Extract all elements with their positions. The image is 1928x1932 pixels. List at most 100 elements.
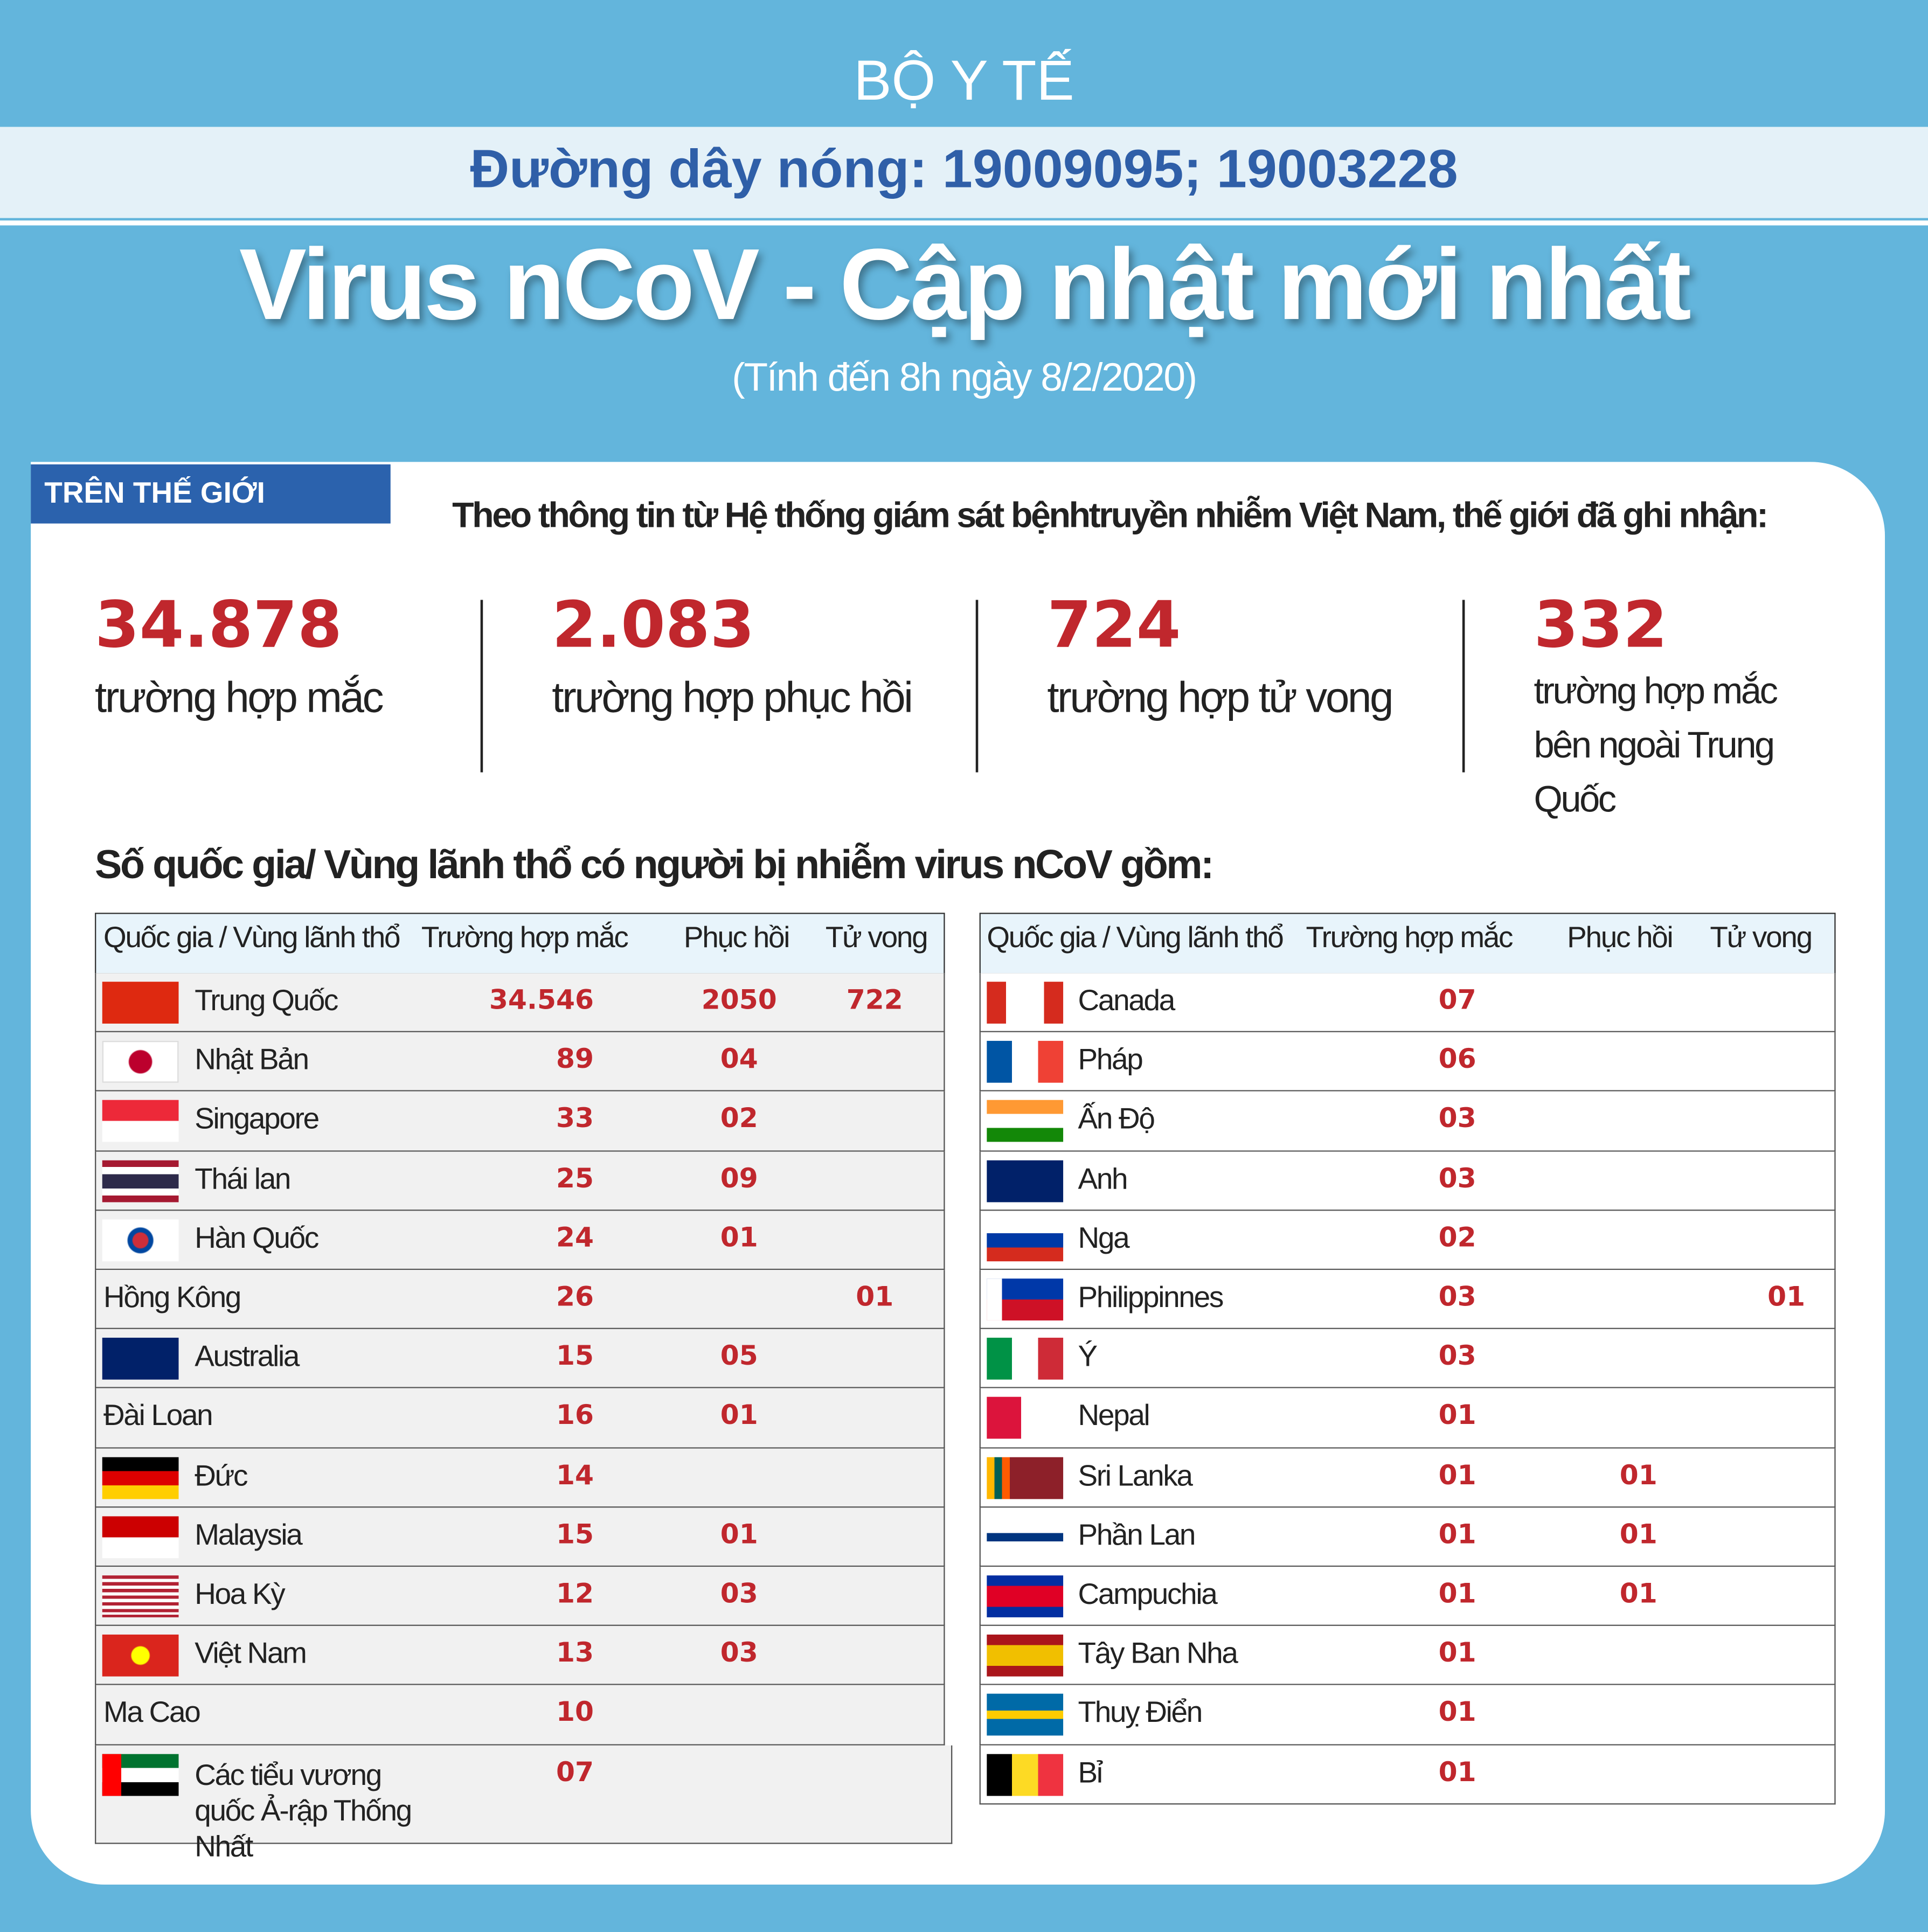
country-name: Sri Lanka [1078, 1459, 1194, 1493]
table-row [95, 1151, 945, 1211]
country-name: Thái lan [195, 1162, 291, 1196]
ministry: BỘ Y TẾ [854, 48, 1074, 113]
table-row [979, 973, 1836, 1033]
country-name: Ma Cao [103, 1697, 201, 1730]
cell-number: 03 [1438, 1342, 1476, 1373]
table-row [979, 1092, 1836, 1151]
stat-label: trường hợp tử vong [1047, 673, 1393, 722]
flag [987, 1278, 1064, 1321]
stat-divider [1462, 600, 1465, 773]
country-name: Bỉ [1078, 1756, 1104, 1790]
column-header: Phục hồi [1567, 921, 1674, 955]
table-row [95, 1329, 945, 1389]
flag [102, 1100, 179, 1143]
table-row [979, 1210, 1836, 1270]
country-name: Tây Ban Nha [1078, 1637, 1238, 1671]
table-row [95, 1388, 945, 1448]
cell-number: 34.546 [489, 985, 594, 1017]
intro: Theo thông tin từ Hệ thống giám sát bệnh… [452, 496, 1769, 536]
column-header: Phục hồi [683, 921, 790, 955]
cell-number: 01 [1438, 1638, 1476, 1670]
country-name: Nga [1078, 1221, 1130, 1255]
column-header: Trường hợp mắc [1306, 921, 1513, 955]
cell-number: 01 [1619, 1460, 1657, 1491]
country-name: Nepal [1078, 1400, 1150, 1433]
country-name: Philippinnes [1078, 1281, 1224, 1315]
country-name: Phần Lan [1078, 1518, 1196, 1552]
country-name: Ý [1078, 1340, 1098, 1374]
cell-number: 01 [1438, 1401, 1476, 1432]
table-row [979, 1507, 1836, 1567]
country-name: Singapore [195, 1103, 320, 1136]
table-row [95, 1507, 945, 1567]
country-name: Canada [1078, 984, 1176, 1018]
cell-number: 16 [556, 1401, 594, 1432]
subtitle: (Tính đến 8h ngày 8/2/2020) [732, 355, 1197, 399]
cell-number: 02 [1438, 1222, 1476, 1254]
column-header: Tử vong [825, 921, 928, 955]
flag [987, 1753, 1064, 1796]
cell-number: 03 [1438, 1104, 1476, 1135]
table-row [95, 1745, 953, 1844]
cell-number: 07 [1438, 985, 1476, 1017]
stat-divider [480, 600, 483, 773]
cell-number: 01 [720, 1222, 758, 1254]
flag [987, 1694, 1064, 1736]
country-name: Hoa Kỳ [195, 1577, 285, 1611]
country-name: Các tiểu vương quốc Ả-rập Thống Nhất [195, 1758, 412, 1864]
cell-number: 25 [556, 1163, 594, 1194]
cell-number: 01 [1438, 1519, 1476, 1551]
flag [102, 1159, 179, 1202]
flag [987, 1159, 1064, 1202]
cell-number: 15 [556, 1342, 594, 1373]
cell-number: 722 [846, 985, 903, 1017]
country-name: Pháp [1078, 1043, 1143, 1077]
divider [0, 220, 1928, 226]
stat-value: 34.878 [95, 588, 342, 663]
flag [987, 1635, 1064, 1677]
cell-number: 24 [556, 1222, 594, 1254]
cell-number: 07 [556, 1757, 594, 1788]
flag [987, 982, 1064, 1024]
flag [987, 1516, 1064, 1558]
cell-number: 10 [556, 1698, 594, 1729]
table-row [979, 1032, 1836, 1092]
column-header: Trường hợp mắc [421, 921, 629, 955]
stat-value: 724 [1047, 588, 1181, 663]
stat-label: trường hợp phục hồi [552, 673, 913, 722]
cell-number: 03 [1438, 1163, 1476, 1194]
cell-number: 01 [1438, 1579, 1476, 1610]
cell-number: 89 [556, 1045, 594, 1076]
column-header: Tử vong [1710, 921, 1813, 955]
flag [102, 1575, 179, 1617]
flag [102, 1219, 179, 1261]
column-header: Quốc gia / Vùng lãnh thổ [987, 921, 1284, 955]
hotline: Đường dây nóng: 19009095; 19003228 [470, 139, 1458, 200]
cell-number: 03 [720, 1638, 758, 1670]
country-name: Đài Loan [103, 1400, 213, 1433]
flag [987, 1456, 1064, 1499]
cell-number: 2050 [701, 985, 777, 1017]
cell-number: 06 [1438, 1045, 1476, 1076]
flag [102, 1516, 179, 1558]
cell-number: 01 [856, 1282, 894, 1314]
table-row [979, 1388, 1836, 1448]
stat-label: trường hợp mắc bên ngoài Trung Quốc [1534, 671, 1778, 821]
flag [102, 1041, 179, 1083]
table-row [95, 973, 945, 1033]
cell-number: 12 [556, 1579, 594, 1610]
table-row [979, 1329, 1836, 1389]
table-row [95, 1032, 945, 1092]
stat-value: 332 [1534, 588, 1668, 663]
table-row [979, 1626, 1836, 1686]
column-header: Quốc gia / Vùng lãnh thổ [103, 921, 400, 955]
country-name: Trung Quốc [195, 984, 338, 1018]
cell-number: 05 [720, 1342, 758, 1373]
cell-number: 01 [720, 1519, 758, 1551]
cell-number: 33 [556, 1104, 594, 1135]
cell-number: 01 [720, 1401, 758, 1432]
country-name: Nhật Bản [195, 1043, 309, 1077]
flag [987, 1041, 1064, 1083]
